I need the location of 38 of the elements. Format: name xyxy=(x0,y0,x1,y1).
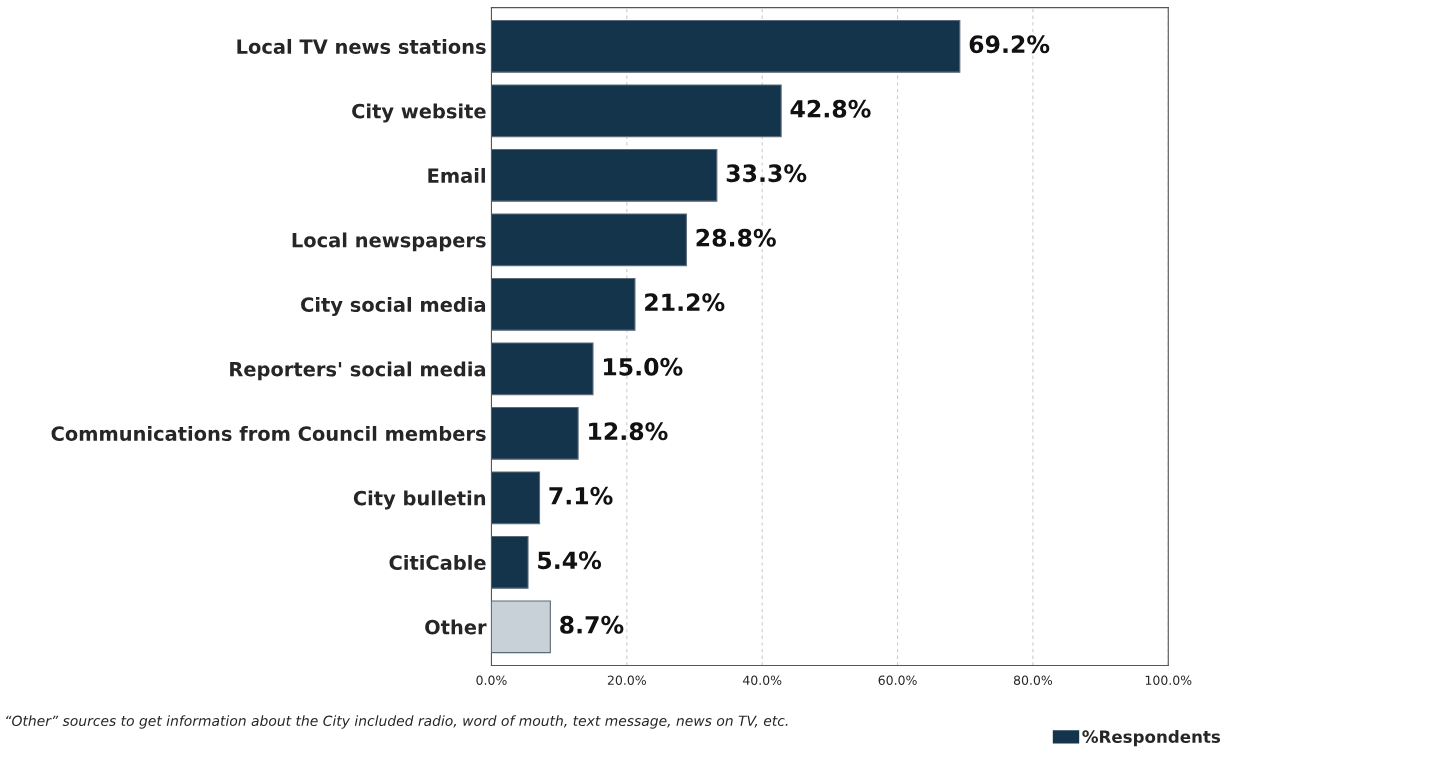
bar xyxy=(491,84,782,138)
bar xyxy=(491,277,636,331)
bar xyxy=(491,19,961,73)
y-tick-label: Reporters' social media xyxy=(230,361,486,381)
data-label: 7.1% xyxy=(549,486,613,505)
bar xyxy=(491,600,551,654)
data-label: 8.7% xyxy=(560,615,624,634)
x-tick-label: 0.0% xyxy=(476,675,507,685)
bar xyxy=(491,535,529,589)
y-tick-label: Email xyxy=(428,167,485,184)
data-label: 15.0% xyxy=(603,357,683,376)
data-label: 28.8% xyxy=(696,228,776,247)
bar xyxy=(491,213,687,267)
data-label: 21.2% xyxy=(645,293,725,312)
y-tick-label: Communications from Council members xyxy=(51,425,486,442)
bar xyxy=(491,471,541,525)
data-label: 42.8% xyxy=(790,99,871,118)
bar xyxy=(491,148,718,202)
x-tick-label: 20.0% xyxy=(607,675,646,685)
data-label: 12.8% xyxy=(589,422,668,441)
y-tick-label: Local TV news stations xyxy=(237,38,486,55)
x-tick-label: 40.0% xyxy=(742,675,782,685)
y-tick-label: City bulletin xyxy=(353,490,486,510)
y-tick-label: City website xyxy=(352,103,486,123)
y-tick-label: CitiCable xyxy=(389,554,486,571)
x-tick-label: 100.0% xyxy=(1145,675,1192,685)
y-tick-label: Other xyxy=(425,619,487,635)
bar xyxy=(491,406,579,460)
bar xyxy=(491,342,594,396)
y-tick-label: City social media xyxy=(301,296,486,316)
data-label: 69.2% xyxy=(969,35,1050,54)
data-label: 5.4% xyxy=(538,551,602,570)
data-label: 33.3% xyxy=(726,164,807,183)
x-tick-label: 80.0% xyxy=(1013,675,1053,685)
text: “Other” sources to get information about the City included radio, word of mouth, text message, news on TV, etc. xyxy=(6,715,788,729)
y-tick-label: Local newspapers xyxy=(292,232,486,252)
x-tick-label: 60.0% xyxy=(878,675,917,685)
legend-label: %Respondents xyxy=(1082,730,1221,747)
